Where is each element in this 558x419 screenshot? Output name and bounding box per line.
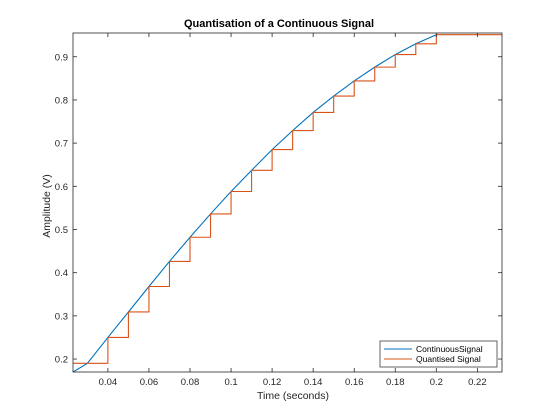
- x-axis-label: Time (seconds): [257, 390, 329, 402]
- x-tick-label: 0.18: [386, 377, 405, 388]
- legend-box: [379, 340, 498, 368]
- x-tick-label: 0.16: [345, 377, 364, 388]
- quantised-signal-line: [73, 34, 502, 364]
- y-tick-label: 0.5: [55, 225, 68, 236]
- y-axis-label: Amplitude (V): [41, 174, 53, 238]
- series-layer: [73, 34, 502, 372]
- x-tick-label: 0.1: [224, 377, 237, 388]
- plot-frame: [72, 32, 503, 373]
- tick-layer: 0.04 0.06 0.08 0.1 0.12 0.14 0.16 0.18 0.2 0.22 0.…: [55, 33, 502, 388]
- y-tick-label: 0.3: [55, 311, 68, 322]
- plot-area: [73, 33, 502, 372]
- x-tick-label: 0.12: [263, 377, 282, 388]
- y-tick-label: 0.4: [55, 268, 68, 279]
- x-tick-label: 0.22: [468, 377, 487, 388]
- y-tick-label: 0.9: [55, 52, 68, 63]
- chart-title: Quantisation of a Continuous Signal: [184, 18, 374, 30]
- legend-label: Quantised Signal: [416, 354, 481, 364]
- y-tick-label: 0.8: [55, 95, 68, 106]
- x-tick-label: 0.2: [430, 377, 443, 388]
- y-tick-label: 0.2: [55, 355, 68, 366]
- legend-label: ContinuousSignal: [416, 344, 483, 354]
- x-tick-label: 0.08: [181, 377, 200, 388]
- x-tick-label: 0.06: [140, 377, 159, 388]
- y-tick-label: 0.7: [55, 139, 68, 150]
- x-tick-label: 0.04: [99, 377, 118, 388]
- y-tick-label: 0.6: [55, 182, 68, 193]
- x-tick-label: 0.14: [304, 377, 323, 388]
